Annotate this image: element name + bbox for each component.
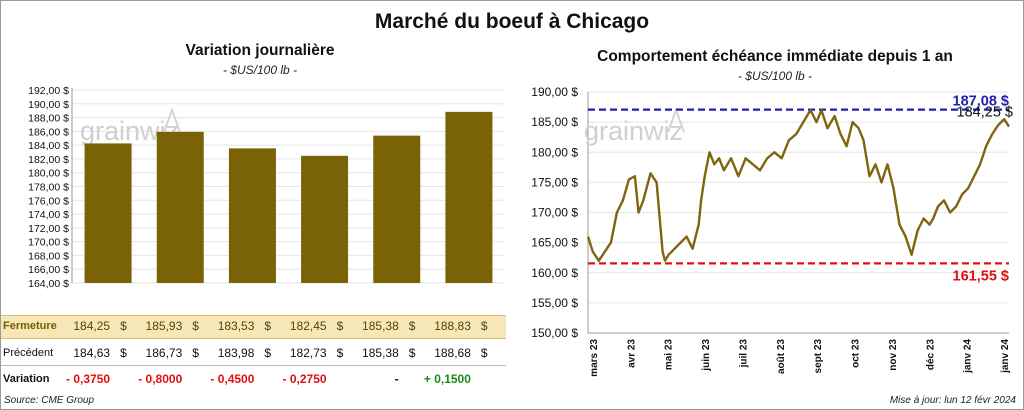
prev-currency: $ [408, 346, 416, 360]
right-xtick-label: sept 23 [813, 339, 824, 374]
update-note: Mise à jour: lun 12 févr 2024 [889, 395, 1016, 406]
right-xtick-label: nov 23 [888, 339, 899, 371]
right-xtick-label: juil 23 [738, 339, 749, 369]
close-cell: 183,53 [217, 319, 255, 333]
close-currency: $ [408, 319, 416, 333]
close-currency: $ [480, 319, 488, 333]
right-xtick-label: mai 23 [664, 339, 675, 371]
change-cell: - 0,3750 [66, 372, 111, 386]
right-ytick-label: 150,00 $ [531, 326, 578, 340]
left-ytick-label: 182,00 $ [28, 154, 69, 166]
change-cell: + 0,1500 [423, 372, 471, 386]
left-xtick-label: août 24 [304, 298, 346, 300]
watermark-wheat-icon [163, 107, 181, 133]
right-xtick-label: déc 23 [925, 339, 936, 371]
prev-currency: $ [480, 346, 488, 360]
prev-cell: 183,98 [217, 346, 255, 360]
price-series-line [586, 108, 1011, 262]
close-cell: 184,25 [73, 319, 111, 333]
right-watermark-text: grainwiz [584, 116, 683, 146]
right-xtick-label: juin 23 [701, 339, 712, 372]
prev-currency: $ [336, 346, 344, 360]
left-ytick-label: 172,00 $ [28, 223, 69, 235]
left-ytick-label: 174,00 $ [28, 209, 69, 221]
row-label-change: Variation [3, 373, 50, 385]
right-xtick-label: janv 24 [963, 339, 974, 374]
low-reference-label: 161,55 $ [953, 268, 1009, 284]
left-ytick-label: 166,00 $ [28, 264, 69, 276]
close-cell: 182,45 [289, 319, 327, 333]
last-price-label: 184,25 $ [957, 105, 1013, 121]
close-cell: 188,83 [434, 319, 471, 333]
left-bar [156, 131, 204, 283]
prev-currency: $ [192, 346, 199, 360]
change-cell: - 0,8000 [138, 372, 183, 386]
right-xtick-label: janv 24 [1000, 339, 1011, 374]
left-xtick-label: oct 24 [379, 298, 414, 300]
right-xtick-label: mars 23 [589, 339, 600, 377]
left-ytick-label: 180,00 $ [28, 168, 69, 180]
right-ytick-label: 175,00 $ [531, 175, 578, 189]
left-ytick-label: 176,00 $ [28, 195, 69, 207]
left-xtick-label: févr 24 [89, 298, 128, 300]
left-ytick-label: 186,00 $ [28, 126, 69, 138]
right-ytick-label: 190,00 $ [531, 85, 578, 99]
close-currency: $ [120, 319, 127, 333]
change-cell: - 0,4500 [210, 372, 255, 386]
change-cell: - 0,2750 [282, 372, 327, 386]
prev-cell: 186,73 [145, 346, 183, 360]
prev-cell: 184,63 [73, 346, 111, 360]
row-label-close: Fermeture [3, 320, 57, 332]
right-ytick-label: 160,00 $ [531, 266, 578, 280]
left-xtick-label: déc 24 [450, 298, 488, 300]
right-xtick-label: avr 23 [626, 339, 637, 368]
prev-cell: 182,73 [289, 346, 327, 360]
right-chart-unit: - $US/100 lb - [737, 69, 813, 83]
left-ytick-label: 184,00 $ [28, 140, 69, 152]
page-title: Marché du boeuf à Chicago [374, 10, 650, 33]
left-bar [301, 155, 349, 283]
left-ytick-label: 188,00 $ [28, 113, 69, 125]
left-ytick-label: 164,00 $ [28, 278, 69, 290]
right-ytick-label: 155,00 $ [531, 296, 578, 310]
left-ytick-label: 192,00 $ [28, 85, 69, 97]
left-ytick-label: 170,00 $ [28, 237, 69, 249]
left-bar [373, 135, 421, 283]
right-ytick-label: 185,00 $ [531, 115, 578, 129]
close-cell: 185,93 [145, 319, 183, 333]
left-chart-title: Variation journalière [185, 42, 335, 59]
close-currency: $ [264, 319, 272, 333]
source-note: Source: CME Group [4, 395, 95, 406]
left-bar [84, 143, 132, 283]
right-xtick-label: oct 23 [851, 339, 862, 368]
right-line-chart: grainwiz 190,00 $ 185,00 $ 180,00 $ 175,00 … [531, 85, 1013, 377]
right-ytick-label: 165,00 $ [531, 236, 578, 250]
left-bar [445, 111, 493, 283]
left-ytick-label: 168,00 $ [28, 250, 69, 262]
change-cell: - [394, 372, 399, 386]
close-row-bg [1, 315, 506, 339]
right-ytick-label: 180,00 $ [531, 145, 578, 159]
left-xtick-label: juin 24 [232, 298, 271, 300]
row-label-prev: Précédent [3, 347, 54, 359]
left-xtick-label: avr 24 [163, 298, 198, 300]
left-ytick-label: 178,00 $ [28, 182, 69, 194]
right-watermark: grainwiz [584, 107, 685, 146]
close-currency: $ [336, 319, 344, 333]
prev-cell: 185,38 [362, 346, 399, 360]
table-divider [1, 365, 506, 366]
right-chart-title: Comportement échéance immédiate depuis 1… [597, 48, 953, 65]
prev-currency: $ [120, 346, 127, 360]
high-reference-label: 187,08 $ [953, 94, 1009, 110]
left-bar-chart: grainwiz 192,00 $190,00 $188,00 $186,00 … [28, 85, 505, 300]
left-chart-unit: - $US/100 lb - [222, 63, 298, 77]
left-bar [228, 148, 276, 283]
close-currency: $ [192, 319, 199, 333]
left-ytick-label: 190,00 $ [28, 99, 69, 111]
right-ytick-label: 170,00 $ [531, 206, 578, 220]
prev-cell: 188,68 [434, 346, 471, 360]
close-cell: 185,38 [362, 319, 399, 333]
prev-currency: $ [264, 346, 272, 360]
right-xtick-label: août 23 [776, 339, 787, 374]
